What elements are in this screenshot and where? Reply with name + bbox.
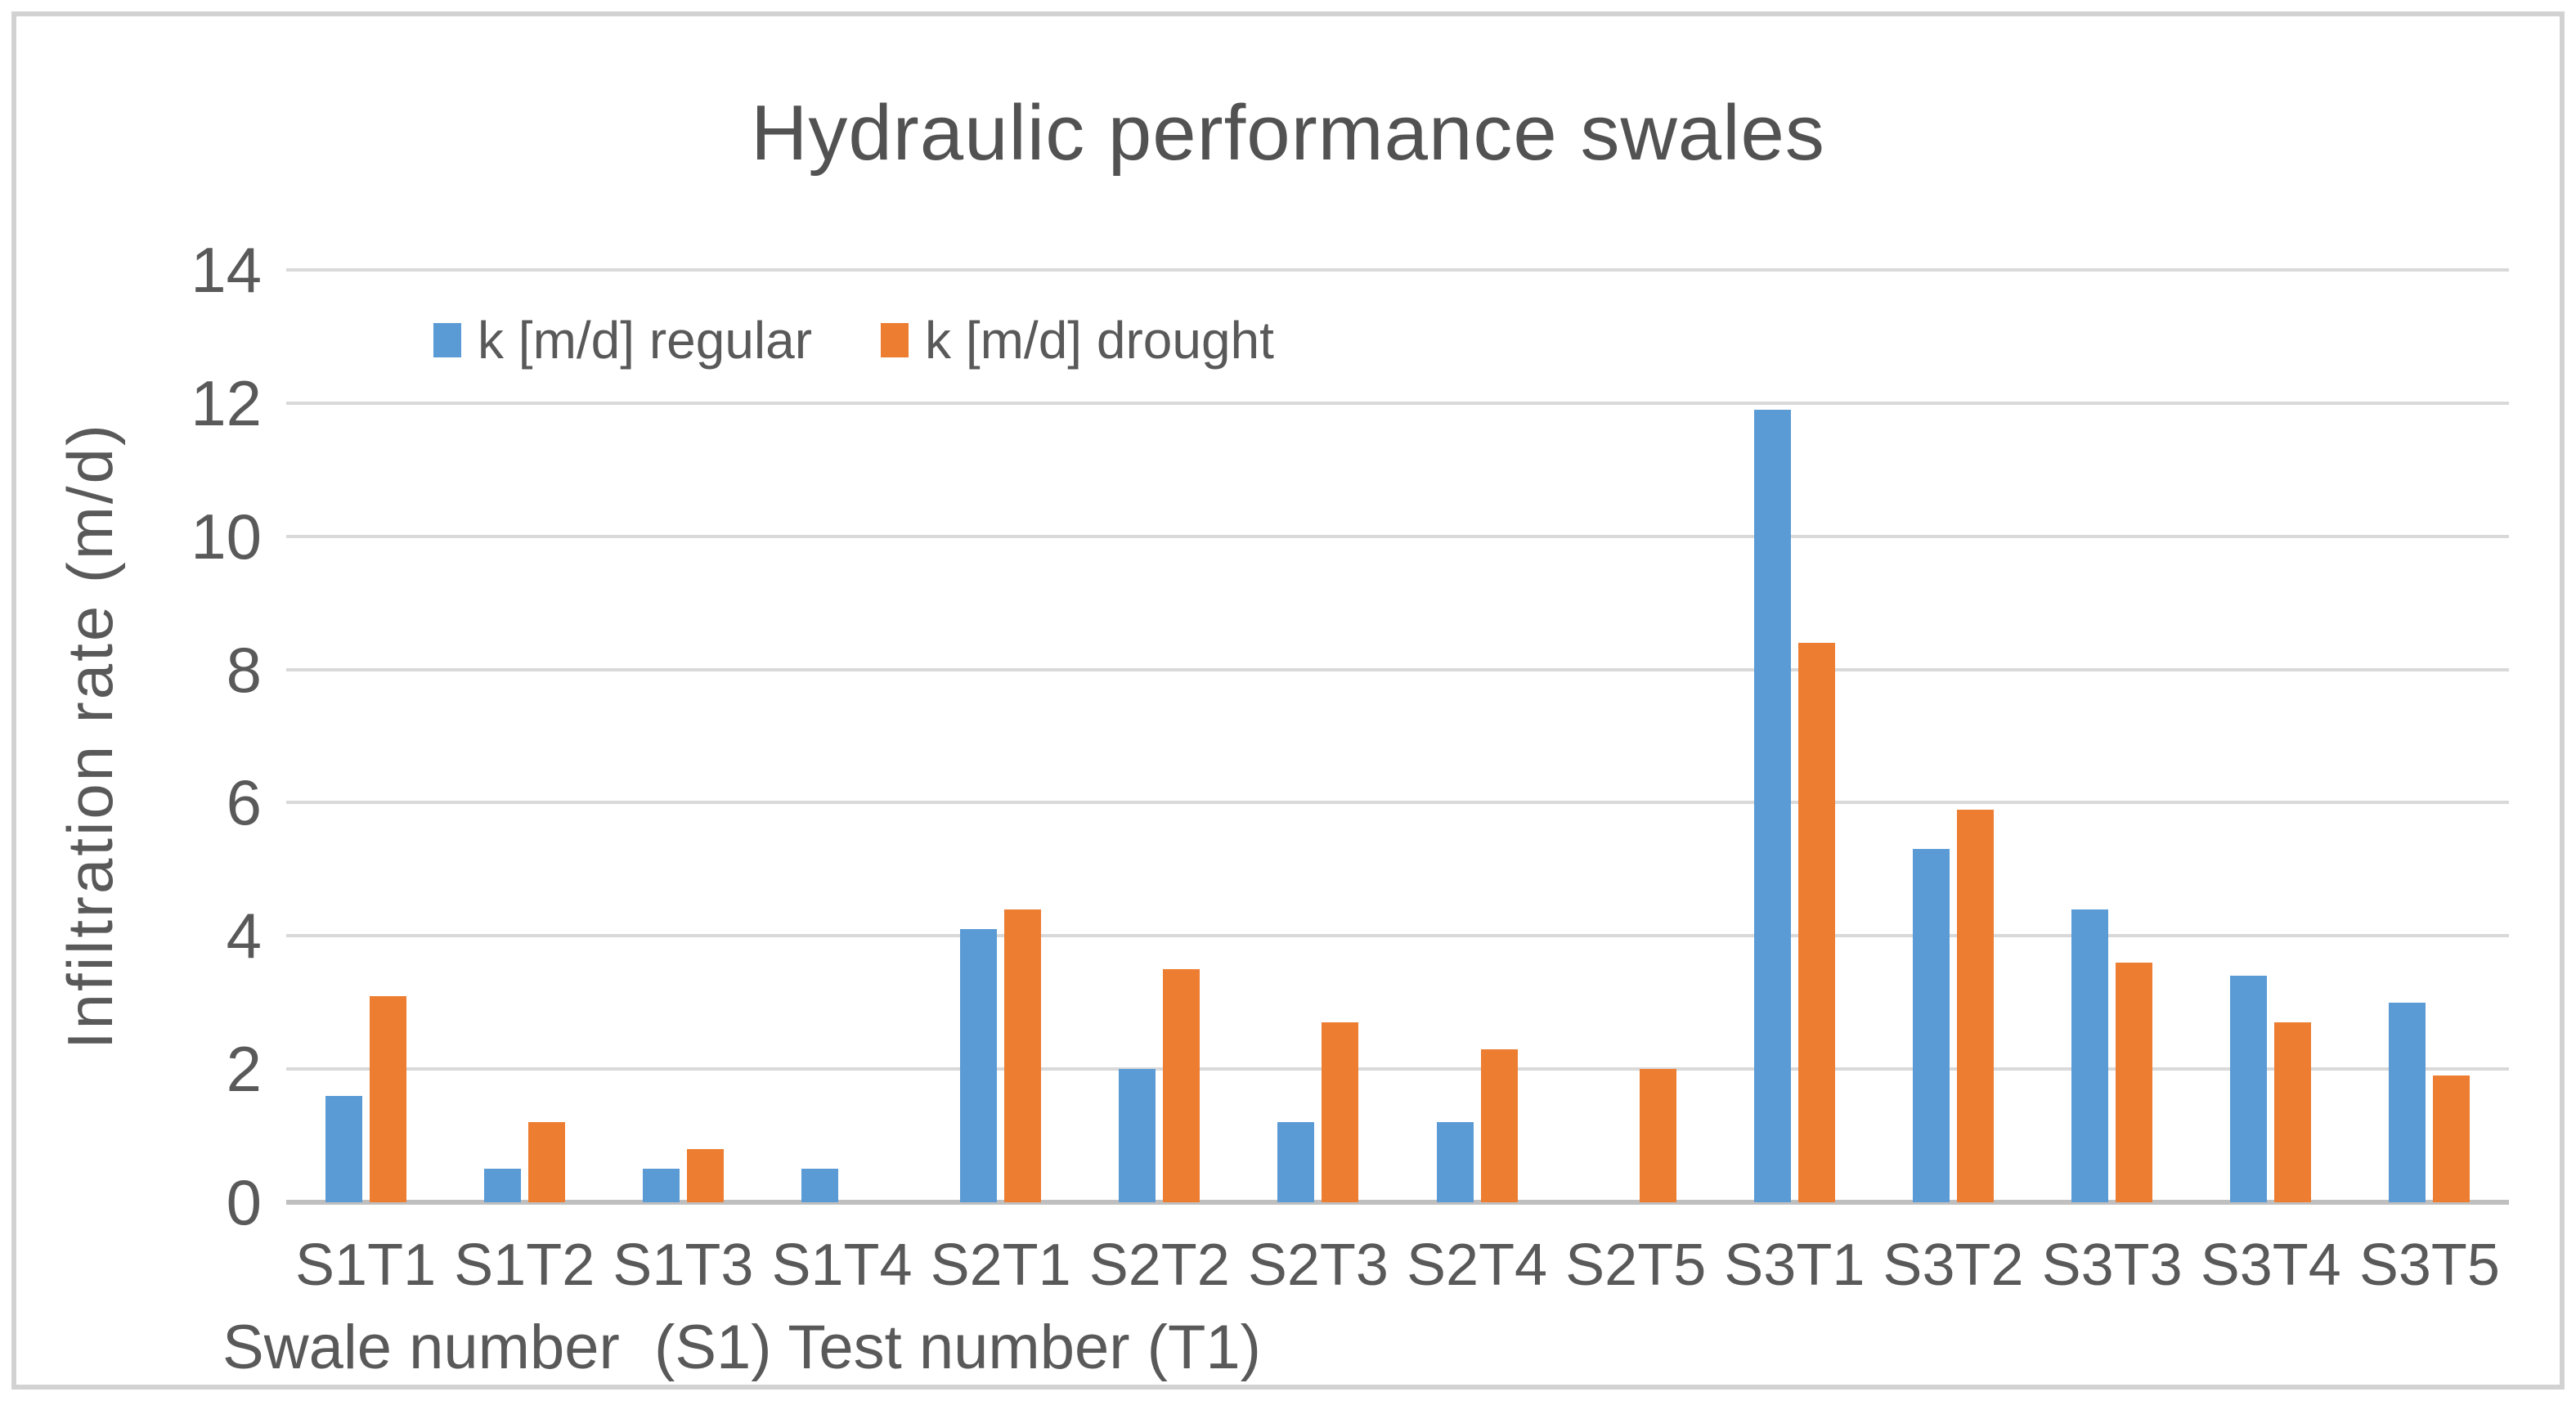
- legend-label-drought: k [m/d] drought: [925, 311, 1274, 370]
- y-tick-label-6: 6: [226, 766, 262, 839]
- x-tick-label-s2t4: S2T4: [1407, 1233, 1548, 1298]
- bar-s2t1-regular: [960, 929, 998, 1202]
- category-group-S2T5: [1556, 270, 1715, 1202]
- category-group-S3T2: [1874, 270, 2032, 1202]
- gridline-14: [286, 268, 2509, 272]
- bar-s3t4-regular: [2230, 976, 2268, 1202]
- category-group-S1T2: [445, 270, 604, 1202]
- legend-label-regular: k [m/d] regular: [478, 311, 813, 370]
- bar-s3t5-drought: [2433, 1075, 2471, 1202]
- bar-s2t2-drought: [1163, 969, 1200, 1202]
- x-tick-label-s1t1: S1T1: [295, 1233, 437, 1298]
- legend-swatch-regular-icon: [433, 323, 461, 357]
- chart-title: Hydraulic performance swales: [751, 89, 1825, 177]
- category-group-S2T4: [1398, 270, 1556, 1202]
- y-tick-label-2: 2: [226, 1033, 262, 1106]
- legend-item-regular: k [m/d] regular: [433, 310, 812, 370]
- legend: k [m/d] regular k [m/d] drought: [433, 309, 1274, 371]
- bar-s1t1-drought: [369, 995, 406, 1202]
- category-group-S3T4: [2192, 270, 2350, 1202]
- x-axis-line: [286, 1200, 2509, 1205]
- category-group-S3T5: [2350, 270, 2509, 1202]
- bar-s2t4-regular: [1436, 1122, 1474, 1202]
- x-tick-label-s2t3: S2T3: [1247, 1233, 1389, 1298]
- chart-frame: Hydraulic performance swales Infiltratio…: [11, 11, 2565, 1390]
- legend-swatch-drought-icon: [881, 323, 909, 357]
- bar-s3t1-drought: [1797, 643, 1835, 1202]
- y-axis-tick-labels: 0 2 4 6 8 10 12 14: [114, 238, 262, 1234]
- bar-s1t3-drought: [686, 1148, 724, 1202]
- x-tick-label-s1t4: S1T4: [771, 1233, 913, 1298]
- x-tick-label-s3t3: S3T3: [2041, 1233, 2183, 1298]
- bar-s2t4-drought: [1480, 1049, 1518, 1202]
- gridline-12: [286, 401, 2509, 405]
- gridline-8: [286, 667, 2509, 671]
- bar-s1t2-regular: [483, 1169, 521, 1202]
- x-tick-label-s3t2: S3T2: [1883, 1233, 2024, 1298]
- x-tick-label-s2t1: S2T1: [930, 1233, 1071, 1298]
- bar-s1t1-regular: [325, 1095, 362, 1202]
- y-tick-label-8: 8: [226, 633, 262, 706]
- x-tick-label-s2t5: S2T5: [1565, 1233, 1707, 1298]
- category-group-S3T3: [2033, 270, 2192, 1202]
- bar-s1t3-regular: [642, 1169, 680, 1202]
- category-group-S2T1: [922, 270, 1080, 1202]
- x-axis-tick-labels: S1T1 S1T2 S1T3 S1T4 S2T1 S2T2 S2T3 S2T4 S2T5 S3T1…: [286, 1233, 2509, 1297]
- bar-s2t5-drought: [1639, 1069, 1676, 1202]
- x-tick-label-s2t2: S2T2: [1088, 1233, 1230, 1298]
- x-tick-label-s3t1: S3T1: [1724, 1233, 1865, 1298]
- bar-s3t3-drought: [2116, 962, 2153, 1202]
- bar-s2t3-drought: [1322, 1022, 1359, 1202]
- gridline-6: [286, 801, 2509, 805]
- x-tick-label-s1t3: S1T3: [613, 1233, 754, 1298]
- y-tick-label-4: 4: [226, 900, 262, 972]
- x-axis-title: Swale number (S1) Test number (T1): [222, 1313, 1261, 1382]
- bar-groups: [286, 270, 2509, 1202]
- bar-s2t2-regular: [1119, 1069, 1156, 1202]
- category-group-S1T3: [604, 270, 762, 1202]
- gridline-10: [286, 534, 2509, 538]
- gridline-2: [286, 1067, 2509, 1071]
- gridline-4: [286, 934, 2509, 938]
- x-tick-label-s3t4: S3T4: [2200, 1233, 2341, 1298]
- y-tick-label-14: 14: [191, 234, 262, 306]
- bar-s3t3-regular: [2071, 909, 2109, 1202]
- y-tick-label-12: 12: [191, 366, 262, 439]
- plot-area: k [m/d] regular k [m/d] drought: [286, 268, 2509, 1205]
- category-group-S3T1: [1715, 270, 1874, 1202]
- bar-s1t2-drought: [527, 1122, 565, 1202]
- bar-s3t4-drought: [2274, 1022, 2312, 1202]
- x-tick-label-s1t2: S1T2: [454, 1233, 595, 1298]
- bar-s3t2-regular: [1912, 849, 1950, 1202]
- legend-item-drought: k [m/d] drought: [881, 310, 1274, 370]
- bar-s3t1-regular: [1753, 410, 1791, 1202]
- category-group-S2T2: [1080, 270, 1239, 1202]
- bar-s3t2-drought: [1956, 809, 1994, 1202]
- bar-s2t1-drought: [1004, 909, 1042, 1202]
- y-tick-label-0: 0: [226, 1166, 262, 1238]
- bar-s1t4-regular: [801, 1169, 838, 1202]
- x-tick-label-s3t5: S3T5: [2358, 1233, 2500, 1298]
- category-group-S1T4: [762, 270, 921, 1202]
- y-tick-label-10: 10: [191, 500, 262, 573]
- bar-s2t3-regular: [1277, 1122, 1315, 1202]
- bar-s3t5-regular: [2389, 1002, 2426, 1202]
- category-group-S2T3: [1239, 270, 1398, 1202]
- category-group-S1T1: [286, 270, 445, 1202]
